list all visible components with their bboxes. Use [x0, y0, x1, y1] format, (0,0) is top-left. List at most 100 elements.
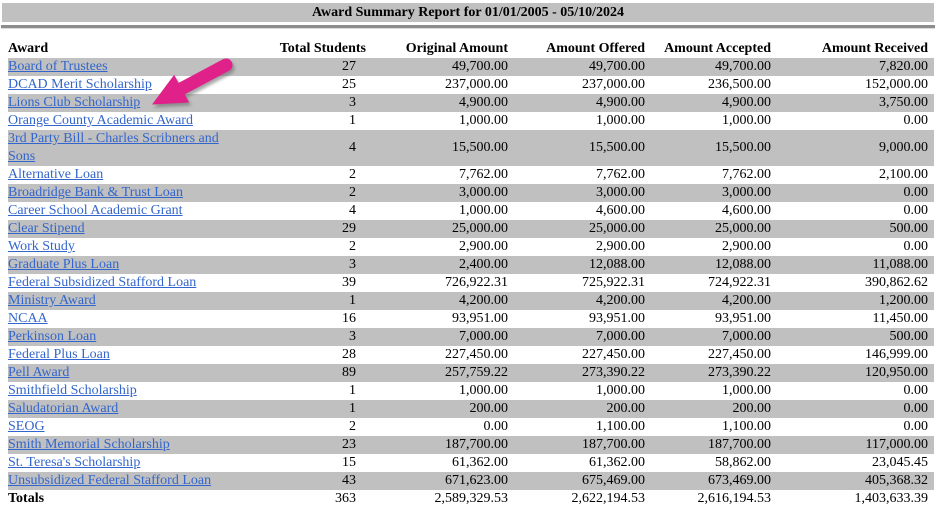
cell-award: Board of Trustees	[8, 58, 240, 76]
totals-row: Totals 363 2,589,329.53 2,622,194.53 2,6…	[8, 490, 934, 508]
cell-amount-offered: 49,700.00	[589, 59, 645, 74]
cell-amount-accepted: 93,951.00	[715, 311, 771, 326]
cell-original-amount: 2,900.00	[459, 239, 508, 254]
cell-total-students: 39	[342, 275, 356, 290]
award-link[interactable]: Clear Stipend	[8, 221, 85, 236]
table-row: NCAA 16 93,951.00 93,951.00 93,951.00 11…	[8, 310, 934, 328]
cell-total-students: 43	[342, 473, 356, 488]
totals-original-amount: 2,589,329.53	[434, 491, 509, 506]
cell-amount-offered: 1,000.00	[596, 113, 645, 128]
table-row: DCAD Merit Scholarship 25 237,000.00 237…	[8, 76, 934, 94]
cell-original-amount: 2,400.00	[459, 257, 508, 272]
cell-amount-offered: 4,200.00	[596, 293, 645, 308]
cell-amount-received: 120,950.00	[865, 365, 928, 380]
title-divider	[1, 25, 935, 29]
cell-total-students: 3	[349, 95, 356, 110]
cell-amount-accepted: 4,600.00	[722, 203, 771, 218]
cell-total-students: 16	[342, 311, 356, 326]
cell-award: Saludatorian Award	[8, 400, 240, 418]
cell-original-amount: 61,362.00	[452, 455, 508, 470]
cell-amount-accepted: 25,000.00	[715, 221, 771, 236]
award-link[interactable]: DCAD Merit Scholarship	[8, 77, 152, 92]
cell-original-amount: 93,951.00	[452, 311, 508, 326]
cell-amount-received: 390,862.62	[865, 275, 928, 290]
cell-amount-offered: 227,450.00	[582, 347, 645, 362]
table-row: Graduate Plus Loan 3 2,400.00 12,088.00 …	[8, 256, 934, 274]
table-row: Federal Plus Loan 28 227,450.00 227,450.…	[8, 346, 934, 364]
award-link[interactable]: Smith Memorial Scholarship	[8, 437, 170, 452]
cell-total-students: 25	[342, 77, 356, 92]
cell-original-amount: 726,922.31	[445, 275, 508, 290]
table-row: Board of Trustees 27 49,700.00 49,700.00…	[8, 58, 934, 76]
cell-total-students: 23	[342, 437, 356, 452]
cell-award: Unsubsidized Federal Stafford Loan	[8, 472, 240, 490]
table-row: Unsubsidized Federal Stafford Loan 43 67…	[8, 472, 934, 490]
cell-amount-received: 0.00	[903, 185, 929, 200]
cell-award: Federal Plus Loan	[8, 346, 240, 364]
cell-amount-accepted: 15,500.00	[715, 140, 771, 155]
table-row: St. Teresa's Scholarship 15 61,362.00 61…	[8, 454, 934, 472]
award-link[interactable]: Federal Plus Loan	[8, 347, 110, 362]
cell-amount-offered: 7,762.00	[596, 167, 645, 182]
cell-amount-received: 11,450.00	[872, 311, 928, 326]
cell-total-students: 2	[349, 419, 356, 434]
award-link[interactable]: Lions Club Scholarship	[8, 95, 141, 110]
award-link[interactable]: NCAA	[8, 311, 48, 326]
cell-amount-accepted: 58,862.00	[715, 455, 771, 470]
cell-original-amount: 237,000.00	[445, 77, 508, 92]
award-link[interactable]: Orange County Academic Award	[8, 113, 193, 128]
cell-amount-received: 2,100.00	[879, 167, 928, 182]
col-header-amount-offered: Amount Offered	[546, 41, 645, 56]
col-header-total-students: Total Students	[279, 41, 366, 56]
col-header-original-amount: Original Amount	[405, 41, 508, 56]
award-link[interactable]: St. Teresa's Scholarship	[8, 455, 141, 470]
cell-award: DCAD Merit Scholarship	[8, 76, 240, 94]
cell-amount-received: 152,000.00	[865, 77, 928, 92]
cell-award: Orange County Academic Award	[8, 112, 240, 130]
award-link[interactable]: Career School Academic Grant	[8, 203, 183, 218]
award-link[interactable]: Perkinson Loan	[8, 329, 97, 344]
award-link[interactable]: Ministry Award	[8, 293, 96, 308]
award-link[interactable]: Federal Subsidized Stafford Loan	[8, 275, 197, 290]
table-row: Federal Subsidized Stafford Loan 39 726,…	[8, 274, 934, 292]
cell-amount-offered: 15,500.00	[589, 140, 645, 155]
award-link[interactable]: Saludatorian Award	[8, 401, 119, 416]
award-link[interactable]: Graduate Plus Loan	[8, 257, 120, 272]
cell-amount-received: 0.00	[903, 239, 929, 254]
cell-total-students: 4	[349, 203, 356, 218]
cell-original-amount: 1,000.00	[459, 203, 508, 218]
award-link[interactable]: Smithfield Scholarship	[8, 383, 137, 398]
cell-award: Smithfield Scholarship	[8, 382, 240, 400]
cell-original-amount: 25,000.00	[452, 221, 508, 236]
cell-amount-accepted: 7,000.00	[722, 329, 771, 344]
award-link[interactable]: Pell Award	[8, 365, 70, 380]
cell-amount-offered: 675,469.00	[582, 473, 645, 488]
award-link[interactable]: Unsubsidized Federal Stafford Loan	[8, 473, 212, 488]
award-link[interactable]: SEOG	[8, 419, 45, 434]
cell-award: Smith Memorial Scholarship	[8, 436, 240, 454]
award-summary-table: Award Total Students Original Amount Amo…	[8, 36, 934, 508]
award-link[interactable]: Board of Trustees	[8, 59, 108, 74]
cell-amount-offered: 2,900.00	[596, 239, 645, 254]
cell-amount-received: 9,000.00	[879, 140, 928, 155]
award-link[interactable]: Broadridge Bank & Trust Loan	[8, 185, 183, 200]
award-link[interactable]: 3rd Party Bill - Charles Scribners and S…	[8, 131, 219, 164]
award-link[interactable]: Work Study	[8, 239, 75, 254]
cell-amount-received: 0.00	[903, 401, 929, 416]
cell-amount-accepted: 236,500.00	[708, 77, 771, 92]
table-row: SEOG 2 0.00 1,100.00 1,100.00 0.00	[8, 418, 934, 436]
cell-original-amount: 0.00	[483, 419, 509, 434]
totals-amount-received: 1,403,633.39	[854, 491, 929, 506]
cell-amount-accepted: 12,088.00	[715, 257, 771, 272]
table-row: Clear Stipend 29 25,000.00 25,000.00 25,…	[8, 220, 934, 238]
cell-total-students: 2	[349, 185, 356, 200]
cell-amount-received: 146,999.00	[865, 347, 928, 362]
table-row: Pell Award 89 257,759.22 273,390.22 273,…	[8, 364, 934, 382]
cell-total-students: 4	[349, 140, 356, 155]
table-row: Lions Club Scholarship 3 4,900.00 4,900.…	[8, 94, 934, 112]
cell-amount-received: 23,045.45	[872, 455, 928, 470]
cell-award: Alternative Loan	[8, 166, 240, 184]
cell-award: 3rd Party Bill - Charles Scribners and S…	[8, 130, 240, 166]
award-link[interactable]: Alternative Loan	[8, 167, 104, 182]
table-row: Alternative Loan 2 7,762.00 7,762.00 7,7…	[8, 166, 934, 184]
